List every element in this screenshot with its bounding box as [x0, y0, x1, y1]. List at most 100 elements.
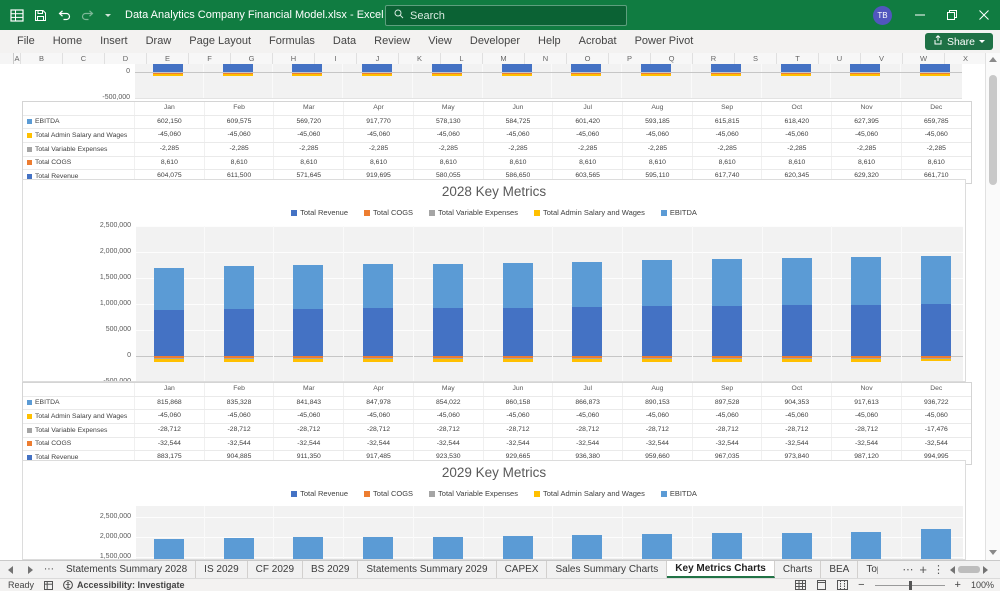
- month-header-cell[interactable]: Jun: [482, 102, 553, 115]
- value-cell[interactable]: 917,613: [831, 396, 901, 410]
- month-header-cell[interactable]: Sep: [691, 102, 762, 115]
- value-cell[interactable]: 629,320: [831, 170, 901, 183]
- new-sheet-button[interactable]: +: [919, 562, 927, 577]
- menu-draw[interactable]: Draw: [145, 35, 172, 47]
- chart-2027-bottom-edge[interactable]: [135, 64, 962, 99]
- value-cell[interactable]: 967,035: [691, 451, 762, 464]
- row-label-cell[interactable]: Total Variable Expenses: [23, 143, 134, 156]
- menu-insert[interactable]: Insert: [100, 35, 128, 47]
- zoom-out-button[interactable]: −: [858, 579, 865, 591]
- value-cell[interactable]: -45,060: [552, 410, 622, 423]
- column-header-V[interactable]: V: [861, 53, 903, 64]
- column-header-J[interactable]: J: [357, 53, 399, 64]
- value-cell[interactable]: -32,544: [343, 437, 413, 451]
- value-cell[interactable]: -32,544: [622, 437, 692, 451]
- column-header-B[interactable]: B: [21, 53, 63, 64]
- value-cell[interactable]: -45,060: [622, 129, 692, 142]
- row-label-cell[interactable]: Total COGS: [23, 438, 134, 451]
- value-cell[interactable]: 911,350: [273, 451, 343, 464]
- column-header-K[interactable]: K: [399, 53, 441, 64]
- value-cell[interactable]: -28,712: [134, 423, 204, 437]
- menu-help[interactable]: Help: [538, 35, 561, 47]
- value-cell[interactable]: -45,060: [343, 410, 413, 423]
- qat-customize-icon[interactable]: [105, 13, 111, 17]
- value-cell[interactable]: -32,544: [412, 437, 483, 451]
- value-cell[interactable]: 584,725: [482, 115, 553, 129]
- sheet-tab-top-expenses[interactable]: Top Expenses: [858, 561, 878, 578]
- value-cell[interactable]: -45,060: [412, 410, 483, 423]
- value-cell[interactable]: 601,420: [552, 115, 622, 129]
- value-cell[interactable]: 923,530: [412, 451, 483, 464]
- month-header-cell[interactable]: Jan: [134, 383, 204, 396]
- value-cell[interactable]: 620,345: [761, 170, 831, 183]
- table-corner-cell[interactable]: [23, 102, 134, 115]
- value-cell[interactable]: 659,785: [900, 115, 971, 129]
- value-cell[interactable]: -28,712: [273, 423, 343, 437]
- row-label-cell[interactable]: Total Admin Salary and Wages: [23, 410, 134, 423]
- value-cell[interactable]: 835,328: [203, 396, 274, 410]
- value-cell[interactable]: 994,995: [900, 451, 971, 464]
- value-cell[interactable]: -45,060: [273, 129, 343, 142]
- scroll-down-icon[interactable]: [989, 550, 997, 555]
- value-cell[interactable]: 8,610: [761, 156, 831, 170]
- value-cell[interactable]: -2,285: [273, 142, 343, 156]
- value-cell[interactable]: -28,712: [482, 423, 553, 437]
- sheet-tab-key-metrics-charts[interactable]: Key Metrics Charts: [667, 561, 775, 578]
- value-cell[interactable]: -28,712: [412, 423, 483, 437]
- value-cell[interactable]: -45,060: [412, 129, 483, 142]
- month-header-cell[interactable]: Mar: [273, 383, 343, 396]
- month-header-cell[interactable]: Feb: [203, 102, 274, 115]
- value-cell[interactable]: 917,485: [343, 451, 413, 464]
- value-cell[interactable]: -17,476: [900, 423, 971, 437]
- column-header-C[interactable]: C: [63, 53, 105, 64]
- row-label-cell[interactable]: Total Revenue: [23, 451, 134, 464]
- normal-view-icon[interactable]: [795, 580, 807, 590]
- value-cell[interactable]: -2,285: [622, 142, 692, 156]
- minimize-button[interactable]: [904, 0, 936, 30]
- vertical-scrollbar[interactable]: [985, 53, 1000, 560]
- value-cell[interactable]: -2,285: [343, 142, 413, 156]
- avatar[interactable]: TB: [873, 5, 892, 25]
- value-cell[interactable]: 8,610: [691, 156, 762, 170]
- value-cell[interactable]: 569,720: [273, 115, 343, 129]
- value-cell[interactable]: -45,060: [900, 410, 971, 423]
- zoom-slider-thumb[interactable]: [908, 580, 912, 590]
- value-cell[interactable]: -32,544: [552, 437, 622, 451]
- column-header-M[interactable]: M: [483, 53, 525, 64]
- value-cell[interactable]: 897,528: [691, 396, 762, 410]
- column-header-R[interactable]: R: [693, 53, 735, 64]
- value-cell[interactable]: 929,665: [482, 451, 553, 464]
- column-header-L[interactable]: L: [441, 53, 483, 64]
- month-header-cell[interactable]: May: [412, 102, 483, 115]
- value-cell[interactable]: -45,060: [203, 129, 274, 142]
- value-cell[interactable]: -32,544: [482, 437, 553, 451]
- value-cell[interactable]: -28,712: [691, 423, 762, 437]
- accessibility-status[interactable]: Accessibility: Investigate: [77, 580, 185, 590]
- month-header-cell[interactable]: Aug: [622, 383, 692, 396]
- sheet-tab-bea[interactable]: BEA: [821, 561, 859, 578]
- value-cell[interactable]: 919,695: [343, 170, 413, 183]
- menu-review[interactable]: Review: [374, 35, 411, 47]
- value-cell[interactable]: 595,110: [622, 170, 692, 183]
- hscroll-right-icon[interactable]: [983, 565, 988, 574]
- value-cell[interactable]: 936,722: [900, 396, 971, 410]
- column-header-S[interactable]: S: [735, 53, 777, 64]
- value-cell[interactable]: -2,285: [482, 142, 553, 156]
- value-cell[interactable]: 8,610: [552, 156, 622, 170]
- macro-record-icon[interactable]: [44, 580, 54, 590]
- month-header-cell[interactable]: Jun: [482, 383, 553, 396]
- save-icon[interactable]: [34, 9, 47, 22]
- value-cell[interactable]: 8,610: [622, 156, 692, 170]
- row-label-cell[interactable]: Total COGS: [23, 157, 134, 170]
- page-layout-view-icon[interactable]: [816, 580, 827, 590]
- value-cell[interactable]: -32,544: [761, 437, 831, 451]
- sheet-tab-capex[interactable]: CAPEX: [497, 561, 548, 578]
- zoom-slider[interactable]: [874, 580, 945, 590]
- value-cell[interactable]: -45,060: [622, 410, 692, 423]
- value-cell[interactable]: -2,285: [831, 142, 901, 156]
- value-cell[interactable]: 917,770: [343, 115, 413, 129]
- value-cell[interactable]: 571,645: [273, 170, 343, 183]
- column-header-U[interactable]: U: [819, 53, 861, 64]
- tab-list-ellipsis-icon[interactable]: ⋯: [44, 564, 54, 575]
- value-cell[interactable]: -45,060: [761, 129, 831, 142]
